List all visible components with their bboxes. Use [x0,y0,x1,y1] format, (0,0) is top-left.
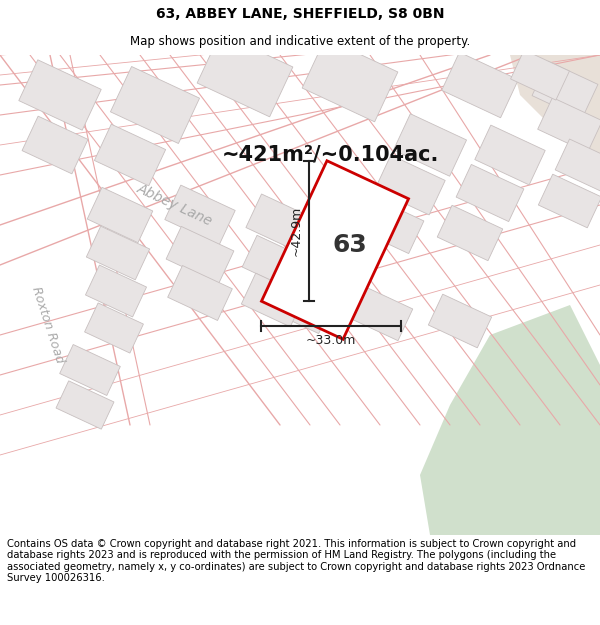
Polygon shape [242,235,308,291]
Polygon shape [428,294,491,348]
Text: Abbey Lane: Abbey Lane [135,181,215,229]
Polygon shape [266,276,334,334]
Polygon shape [532,61,598,119]
Polygon shape [456,164,524,222]
Text: 63: 63 [332,233,367,257]
Polygon shape [375,155,445,215]
Polygon shape [475,125,545,185]
Polygon shape [347,285,413,341]
Polygon shape [85,303,143,353]
Text: ~33.0m: ~33.0m [306,334,356,347]
Polygon shape [302,38,398,122]
Text: 63, ABBEY LANE, SHEFFIELD, S8 0BN: 63, ABBEY LANE, SHEFFIELD, S8 0BN [156,7,444,21]
Polygon shape [94,124,166,186]
Polygon shape [85,265,146,317]
Polygon shape [442,52,518,118]
Text: Map shows position and indicative extent of the property.: Map shows position and indicative extent… [130,35,470,48]
Polygon shape [511,50,569,100]
Polygon shape [166,226,234,284]
Polygon shape [165,185,235,245]
Polygon shape [420,305,600,535]
Polygon shape [59,344,121,396]
Polygon shape [394,114,467,176]
Polygon shape [437,205,503,261]
Polygon shape [56,381,114,429]
Polygon shape [538,98,600,152]
Polygon shape [538,174,600,228]
Polygon shape [510,55,600,155]
Polygon shape [19,60,101,130]
Polygon shape [241,273,305,327]
Polygon shape [87,188,153,242]
Polygon shape [356,196,424,254]
Text: ~42.9m: ~42.9m [289,206,302,256]
Polygon shape [197,33,293,117]
Polygon shape [262,161,409,339]
Polygon shape [555,139,600,191]
Text: Contains OS data © Crown copyright and database right 2021. This information is : Contains OS data © Crown copyright and d… [7,539,586,583]
Polygon shape [167,266,232,321]
Polygon shape [22,116,88,174]
Text: Roxton Road: Roxton Road [29,285,67,365]
Text: ~421m²/~0.104ac.: ~421m²/~0.104ac. [221,145,439,165]
Polygon shape [246,194,314,252]
Polygon shape [110,66,200,144]
Polygon shape [86,226,149,280]
